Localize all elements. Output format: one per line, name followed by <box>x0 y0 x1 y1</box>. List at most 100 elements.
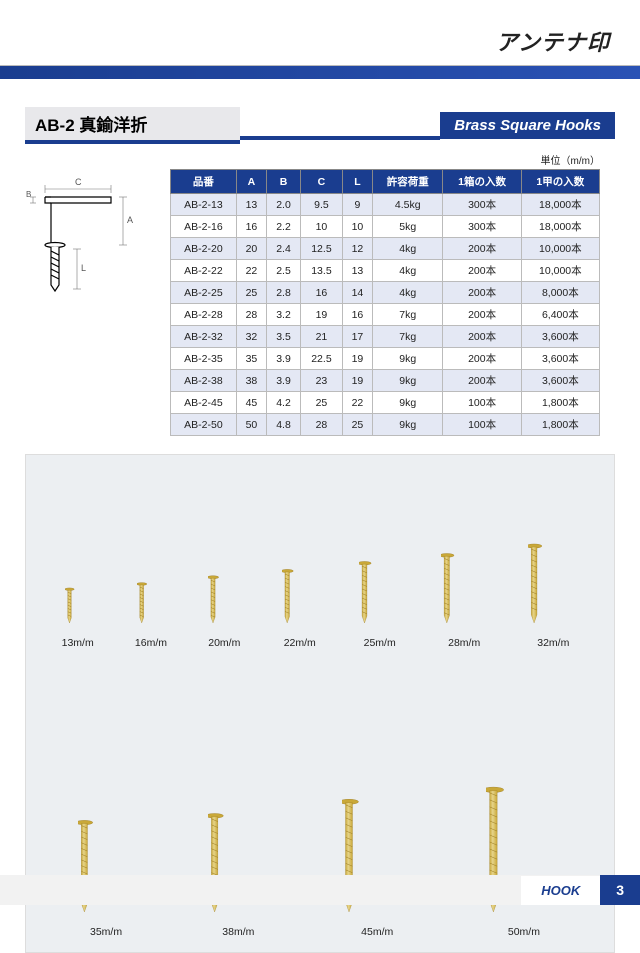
cell: 3,600本 <box>521 348 599 370</box>
col-header: B <box>267 170 301 194</box>
hook-label: 35m/m <box>90 926 122 938</box>
cell: 10 <box>342 216 372 238</box>
unit-label: 単位（m/m） <box>170 152 600 167</box>
hook-label: 50m/m <box>508 926 540 938</box>
cell: 13 <box>342 260 372 282</box>
spec-area: C B A L 単位（m/m） 品番ABCL許容荷重1箱の入数1甲の入数 AB-… <box>25 152 615 436</box>
section-jp: 真鍮洋折 <box>79 116 147 135</box>
gallery-row-1: 13m/m 16m/m 20m/m <box>41 475 599 649</box>
cell: 10 <box>301 216 343 238</box>
hook-label: 28m/m <box>448 637 480 649</box>
cell: 1,800本 <box>521 414 599 436</box>
table-row: AB-2-13132.09.594.5kg300本18,000本 <box>171 194 600 216</box>
hook-icon <box>528 475 578 627</box>
cell: 200本 <box>443 304 521 326</box>
cell: 50 <box>236 414 266 436</box>
col-header: 1箱の入数 <box>443 170 521 194</box>
cell: 19 <box>342 348 372 370</box>
cell: AB-2-35 <box>171 348 237 370</box>
hook-label: 16m/m <box>135 637 167 649</box>
table-row: AB-2-25252.816144kg200本8,000本 <box>171 282 600 304</box>
cell: AB-2-28 <box>171 304 237 326</box>
hook-label: 45m/m <box>361 926 393 938</box>
cell: AB-2-16 <box>171 216 237 238</box>
cell: 28 <box>301 414 343 436</box>
cell: 3.9 <box>267 348 301 370</box>
cell: 18,000本 <box>521 216 599 238</box>
hook-label: 13m/m <box>62 637 94 649</box>
table-row: AB-2-45454.225229kg100本1,800本 <box>171 392 600 414</box>
cell: 3.9 <box>267 370 301 392</box>
cell: 17 <box>342 326 372 348</box>
cell: 6,400本 <box>521 304 599 326</box>
cell: AB-2-38 <box>171 370 237 392</box>
cell: 4kg <box>373 260 443 282</box>
cell: 4kg <box>373 238 443 260</box>
cell: 2.5 <box>267 260 301 282</box>
cell: 10,000本 <box>521 238 599 260</box>
cell: 3.5 <box>267 326 301 348</box>
cell: 19 <box>342 370 372 392</box>
cell: 200本 <box>443 370 521 392</box>
cell: 23 <box>301 370 343 392</box>
cell: 22 <box>342 392 372 414</box>
cell: 3.2 <box>267 304 301 326</box>
hook-icon <box>282 523 318 627</box>
section-title-en: Brass Square Hooks <box>440 112 615 139</box>
cell: 10,000本 <box>521 260 599 282</box>
header-band <box>0 65 640 79</box>
cell: 16 <box>236 216 266 238</box>
cell: 4.5kg <box>373 194 443 216</box>
cell: 13.5 <box>301 260 343 282</box>
cell: AB-2-25 <box>171 282 237 304</box>
table-row: AB-2-32323.521177kg200本3,600本 <box>171 326 600 348</box>
hook-label: 20m/m <box>208 637 240 649</box>
cell: 13 <box>236 194 266 216</box>
col-header: L <box>342 170 372 194</box>
cell: 4kg <box>373 282 443 304</box>
cell: 2.4 <box>267 238 301 260</box>
cell: 7kg <box>373 326 443 348</box>
hook-item: 25m/m <box>359 508 400 649</box>
cell: 12.5 <box>301 238 343 260</box>
cell: 200本 <box>443 348 521 370</box>
hook-item: 22m/m <box>282 523 318 649</box>
table-row: AB-2-38383.923199kg200本3,600本 <box>171 370 600 392</box>
cell: 9kg <box>373 370 443 392</box>
header: アンテナ印 <box>0 0 640 65</box>
cell: AB-2-13 <box>171 194 237 216</box>
cell: 16 <box>301 282 343 304</box>
hook-item: 16m/m <box>135 548 167 649</box>
hook-icon <box>208 535 240 627</box>
cell: 200本 <box>443 260 521 282</box>
hook-icon <box>137 548 164 627</box>
cell: 4.2 <box>267 392 301 414</box>
content: AB-2 真鍮洋折 Brass Square Hooks <box>0 79 640 953</box>
cell: 9kg <box>373 414 443 436</box>
section-title-row: AB-2 真鍮洋折 Brass Square Hooks <box>25 107 615 144</box>
cell: AB-2-45 <box>171 392 237 414</box>
col-header: 品番 <box>171 170 237 194</box>
spec-table: 品番ABCL許容荷重1箱の入数1甲の入数 AB-2-13132.09.594.5… <box>170 169 600 436</box>
hook-icon <box>65 558 90 627</box>
cell: 5kg <box>373 216 443 238</box>
cell: 32 <box>236 326 266 348</box>
svg-text:A: A <box>127 215 133 225</box>
hook-item: 38m/m <box>208 727 269 938</box>
table-row: AB-2-16162.210105kg300本18,000本 <box>171 216 600 238</box>
cell: 18,000本 <box>521 194 599 216</box>
cell: 35 <box>236 348 266 370</box>
cell: 3,600本 <box>521 370 599 392</box>
hook-item: 32m/m <box>528 475 578 649</box>
col-header: 1甲の入数 <box>521 170 599 194</box>
cell: 200本 <box>443 238 521 260</box>
cell: 100本 <box>443 414 521 436</box>
section-code: AB-2 <box>35 116 75 135</box>
cell: 9.5 <box>301 194 343 216</box>
hook-icon <box>441 493 487 627</box>
dimension-diagram: C B A L <box>25 167 155 297</box>
table-row: AB-2-22222.513.5134kg200本10,000本 <box>171 260 600 282</box>
brand-logo: アンテナ印 <box>0 25 610 57</box>
col-header: C <box>301 170 343 194</box>
footer-page: 3 <box>600 875 640 905</box>
